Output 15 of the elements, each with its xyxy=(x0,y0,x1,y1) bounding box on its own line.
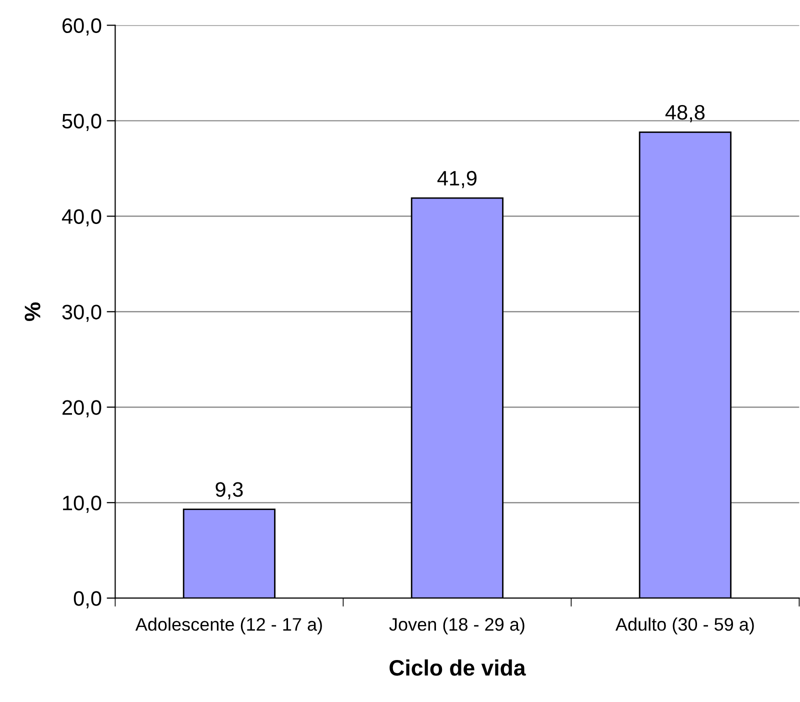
y-tick-label: 20,0 xyxy=(62,400,102,418)
y-tick-label: 10,0 xyxy=(63,496,102,513)
x-tick-label: Joven (18 - 29 a) xyxy=(389,618,524,634)
y-axis-title: % xyxy=(24,302,40,322)
y-tick-label: 30,0 xyxy=(62,304,102,322)
x-tick-label: Adolescente (12 - 17 a) xyxy=(135,618,322,634)
x-tick-label: Adulto (30 - 59 a) xyxy=(615,618,754,634)
y-tick-label: 60,0 xyxy=(62,18,102,36)
data-label: 48,8 xyxy=(665,104,705,122)
y-tick-label: 50,0 xyxy=(62,114,102,131)
data-label: 9,3 xyxy=(216,482,243,500)
y-tick-label: 0,0 xyxy=(74,591,102,608)
y-tick-label: 40,0 xyxy=(62,209,102,226)
data-label: 41,9 xyxy=(437,170,476,188)
x-axis-title: Ciclo de vida xyxy=(390,659,526,676)
